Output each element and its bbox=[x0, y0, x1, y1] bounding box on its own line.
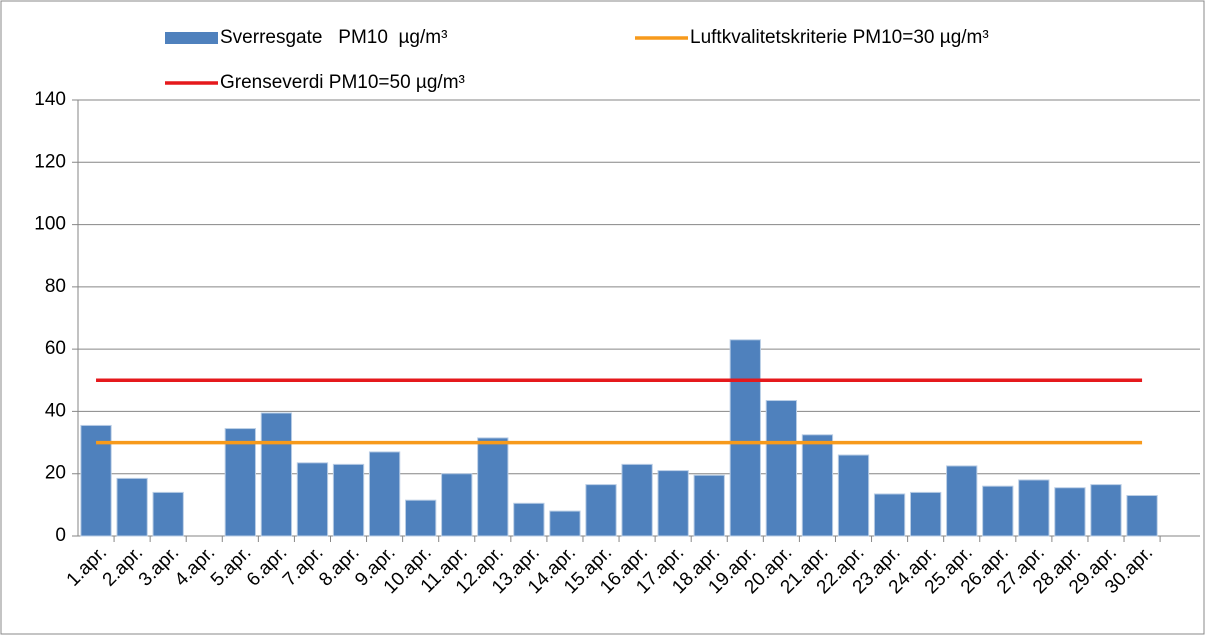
y-tick-label: 0 bbox=[55, 525, 66, 546]
bar bbox=[477, 437, 509, 537]
bar bbox=[80, 424, 112, 537]
bar bbox=[585, 484, 617, 537]
bar bbox=[693, 474, 725, 537]
legend-swatch bbox=[165, 32, 218, 44]
bar bbox=[621, 463, 653, 537]
bar bbox=[332, 463, 365, 537]
bar bbox=[260, 412, 293, 537]
y-tick-label: 100 bbox=[34, 214, 66, 235]
bar bbox=[1018, 479, 1050, 537]
bar bbox=[657, 470, 689, 537]
bar bbox=[513, 502, 545, 537]
bar bbox=[296, 462, 329, 537]
y-tick-label: 20 bbox=[45, 463, 66, 484]
bar bbox=[729, 339, 761, 537]
y-tick-label: 60 bbox=[45, 338, 66, 359]
bar bbox=[441, 473, 473, 537]
bar bbox=[368, 451, 401, 537]
bar bbox=[909, 491, 942, 537]
y-tick-label: 140 bbox=[34, 89, 66, 110]
bar bbox=[765, 400, 798, 537]
bar bbox=[946, 465, 978, 537]
y-tick-label: 80 bbox=[45, 276, 66, 297]
bar bbox=[152, 491, 184, 537]
bar bbox=[837, 454, 870, 537]
legend-label: Luftkvalitetskriterie PM10=30 µg/m³ bbox=[690, 27, 989, 48]
y-tick-label: 40 bbox=[45, 400, 66, 421]
y-tick-label: 120 bbox=[34, 151, 66, 172]
legend-label: Grenseverdi PM10=50 µg/m³ bbox=[220, 72, 465, 93]
bar bbox=[549, 510, 581, 537]
bar bbox=[116, 477, 148, 537]
bar bbox=[982, 485, 1014, 537]
bar bbox=[873, 493, 906, 537]
bar bbox=[801, 434, 834, 537]
bar bbox=[405, 499, 437, 537]
bar bbox=[224, 428, 256, 537]
bar bbox=[1126, 495, 1158, 537]
legend-label: Sverresgate PM10 µg/m³ bbox=[220, 27, 447, 48]
bar bbox=[1090, 484, 1122, 537]
bar bbox=[1054, 487, 1086, 537]
